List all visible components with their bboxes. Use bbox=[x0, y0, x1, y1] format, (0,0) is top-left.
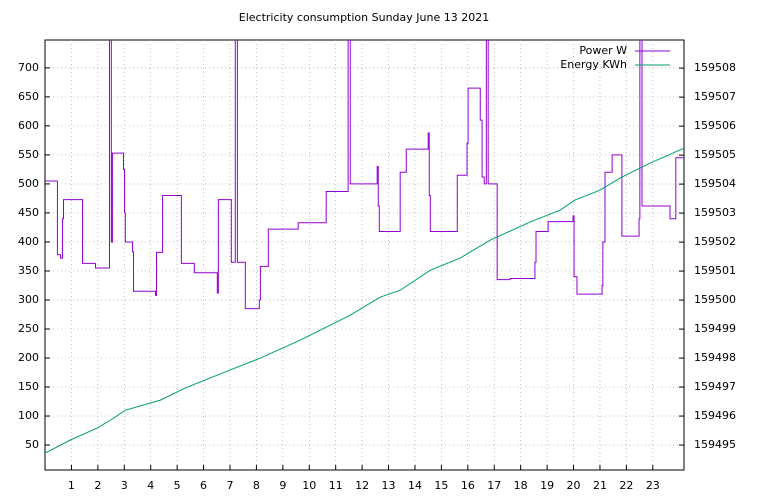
x-tick-label: 4 bbox=[147, 479, 154, 492]
plot-area bbox=[45, 40, 684, 454]
y-tick-label: 550 bbox=[18, 148, 39, 161]
y-tick-label: 150 bbox=[18, 380, 39, 393]
y2-tick-label: 159506 bbox=[694, 119, 736, 132]
y-tick-label: 350 bbox=[18, 264, 39, 277]
y2-tick-label: 159497 bbox=[694, 380, 736, 393]
y-tick-label: 450 bbox=[18, 206, 39, 219]
x-tick-label: 22 bbox=[619, 479, 633, 492]
x-tick-label: 18 bbox=[514, 479, 528, 492]
x-tick-label: 1 bbox=[68, 479, 75, 492]
y-tick-label: 600 bbox=[18, 119, 39, 132]
data-line bbox=[45, 147, 684, 454]
x-tick-label: 6 bbox=[200, 479, 207, 492]
y-tick-label: 200 bbox=[18, 351, 39, 364]
y-tick-label: 300 bbox=[18, 293, 39, 306]
y2-tick-label: 159505 bbox=[694, 148, 736, 161]
y-tick-label: 100 bbox=[18, 409, 39, 422]
legend-label: Energy KWh bbox=[560, 58, 627, 71]
y2-tick-label: 159507 bbox=[694, 90, 736, 103]
x-tick-label: 23 bbox=[646, 479, 660, 492]
y-tick-label: 650 bbox=[18, 90, 39, 103]
y2-tick-label: 159495 bbox=[694, 438, 736, 451]
legend-label: Power W bbox=[579, 44, 627, 57]
x-tick-label: 20 bbox=[567, 479, 581, 492]
x-tick-label: 11 bbox=[329, 479, 343, 492]
y2-tick-label: 159503 bbox=[694, 206, 736, 219]
y2-tick-label: 159508 bbox=[694, 61, 736, 74]
x-tick-label: 21 bbox=[593, 479, 607, 492]
x-tick-label: 15 bbox=[434, 479, 448, 492]
x-tick-label: 16 bbox=[461, 479, 475, 492]
y2-tick-label: 159501 bbox=[694, 264, 736, 277]
x-tick-label: 13 bbox=[382, 479, 396, 492]
x-tick-label: 12 bbox=[355, 479, 369, 492]
x-tick-label: 17 bbox=[487, 479, 501, 492]
y2-tick-label: 159500 bbox=[694, 293, 736, 306]
y2-tick-label: 159496 bbox=[694, 409, 736, 422]
x-tick-label: 8 bbox=[253, 479, 260, 492]
x-tick-label: 5 bbox=[174, 479, 181, 492]
x-tick-label: 10 bbox=[302, 479, 316, 492]
x-tick-label: 9 bbox=[279, 479, 286, 492]
y2-tick-label: 159504 bbox=[694, 177, 736, 190]
y-tick-label: 50 bbox=[25, 438, 39, 451]
data-line bbox=[45, 40, 684, 310]
plot-frame bbox=[44, 39, 685, 471]
y-tick-label: 700 bbox=[18, 61, 39, 74]
y-tick-label: 500 bbox=[18, 177, 39, 190]
x-tick-label: 19 bbox=[540, 479, 554, 492]
y2-tick-label: 159502 bbox=[694, 235, 736, 248]
y2-tick-label: 159499 bbox=[694, 322, 736, 335]
x-tick-label: 3 bbox=[121, 479, 128, 492]
y-tick-label: 250 bbox=[18, 322, 39, 335]
x-tick-label: 7 bbox=[226, 479, 233, 492]
x-tick-label: 2 bbox=[94, 479, 101, 492]
chart-title: Electricity consumption Sunday June 13 2… bbox=[239, 11, 489, 24]
y2-tick-label: 159498 bbox=[694, 351, 736, 364]
x-tick-label: 14 bbox=[408, 479, 422, 492]
y-tick-label: 400 bbox=[18, 235, 39, 248]
